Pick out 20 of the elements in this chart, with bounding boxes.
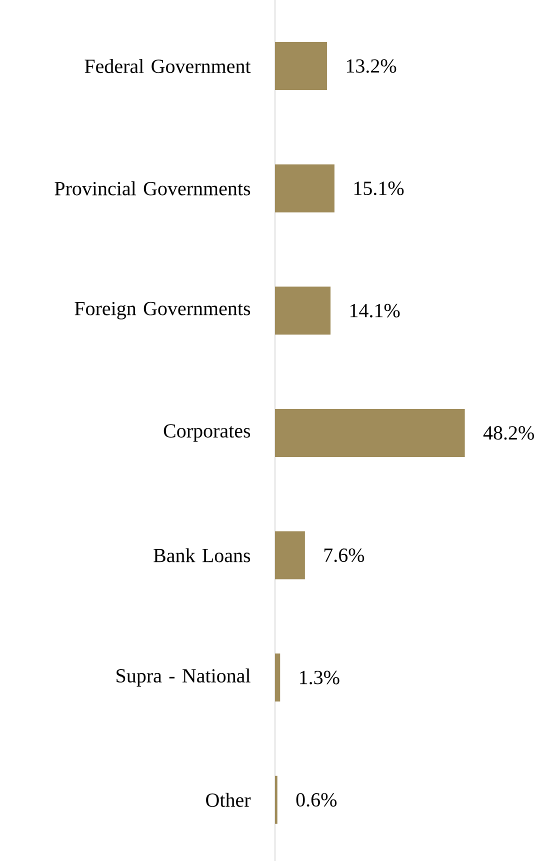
data-label: 7.6% (324, 548, 364, 562)
data-label: 14.1% (350, 304, 400, 318)
bar (275, 164, 334, 212)
y-tick-label: Foreign Governments (74, 302, 250, 320)
y-tick-label: Corporates (164, 424, 250, 442)
bar (275, 531, 305, 580)
data-label: 1.3% (300, 670, 340, 684)
data-label: 15.1% (354, 182, 404, 196)
data-label: 13.2% (346, 59, 396, 73)
bar (275, 408, 465, 457)
y-tick-label: Supra - National (116, 668, 250, 687)
y-tick-label: Provincial Governments (54, 181, 250, 196)
y-tick-label: Other (206, 792, 251, 807)
bar (275, 286, 331, 335)
bar (275, 42, 327, 90)
data-label: 0.6% (296, 793, 337, 807)
y-tick-label: Bank Loans (154, 548, 250, 562)
bar (275, 654, 280, 702)
data-label: 48.2% (483, 426, 534, 440)
y-tick-label: Federal Government (84, 59, 251, 74)
